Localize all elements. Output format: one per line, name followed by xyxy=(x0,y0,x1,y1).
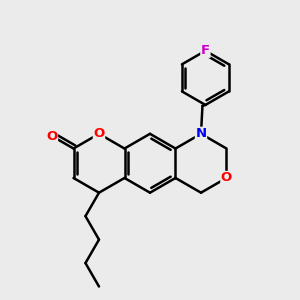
Text: F: F xyxy=(201,44,210,57)
Text: O: O xyxy=(46,130,58,142)
Text: O: O xyxy=(93,127,105,140)
Text: O: O xyxy=(221,172,232,184)
Text: N: N xyxy=(195,127,207,140)
